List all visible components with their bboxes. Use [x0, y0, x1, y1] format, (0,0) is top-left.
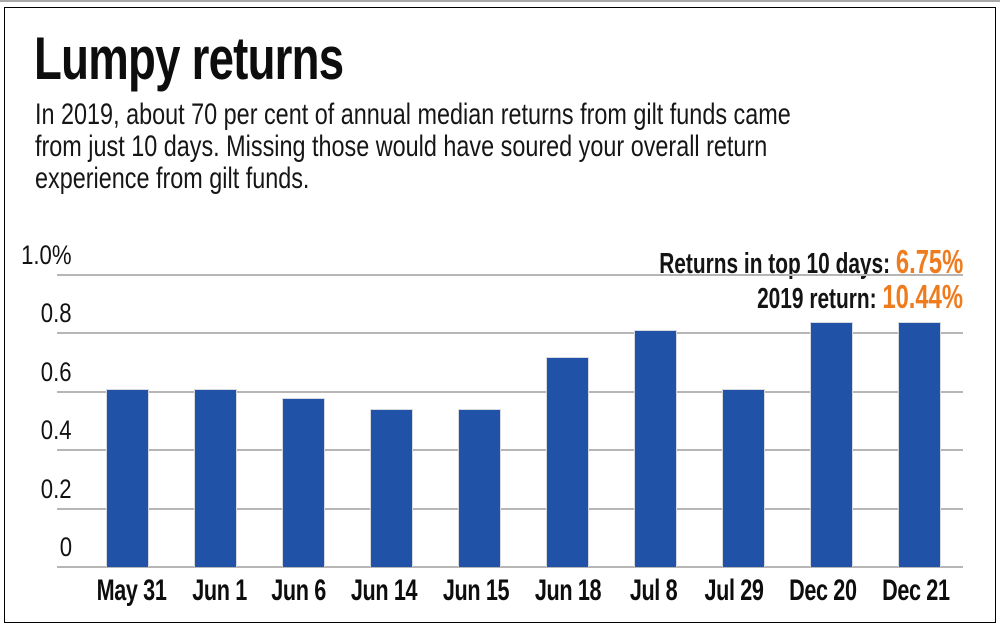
bar-dec-20 [809, 321, 853, 567]
x-tick-label-dec-20: Dec 20 [788, 574, 857, 607]
x-axis-labels: May 31 Jun 1 Jun 6 Jun 14 Jun 15 Jun 18 Jul 8 J… [83, 574, 963, 608]
chart-subtitle: In 2019, about 70 per cent of annual med… [35, 99, 791, 195]
bar-jun-6 [281, 397, 325, 567]
y-tick-label-0.4: 0.4 [41, 415, 72, 446]
bar-may-31 [105, 388, 149, 567]
y-tick-label-0.6: 0.6 [41, 356, 72, 387]
annotation-top10-value: 6.75% [895, 243, 963, 280]
x-tick-label-dec-21: Dec 21 [882, 574, 950, 607]
bar-column-jun-18 [523, 275, 611, 567]
annotation-2019-value: 10.44% [882, 278, 963, 315]
x-tick-label-jun-18: Jun 18 [535, 574, 602, 607]
bar-column-jun-14 [347, 275, 435, 567]
bar-dec-21 [897, 321, 941, 567]
bar-column-jun-15 [435, 275, 523, 567]
x-tick-label-may-31: May 31 [96, 574, 167, 607]
x-tick-label-jun-1: Jun 1 [192, 574, 247, 607]
x-tick-label-jun-6: Jun 6 [271, 574, 327, 607]
bar-jun-15 [457, 409, 501, 567]
y-axis-labels: 1.0% 0.8 0.6 0.4 0.2 0 [0, 240, 72, 567]
gridlines [57, 274, 963, 568]
annotation-2019-label: 2019 return: [757, 283, 877, 315]
gridline-1.0 [57, 274, 963, 276]
subtitle-line-3: experience from gilt funds. [35, 162, 310, 195]
gridline-0.2 [57, 507, 963, 510]
x-tick-label-jul-8: Jul 8 [630, 574, 678, 607]
bar-column-jun-1 [171, 275, 259, 567]
bar-column-dec-20 [787, 275, 875, 567]
y-tick-label-0: 0 [59, 532, 72, 562]
gridline-0.6 [57, 390, 963, 393]
bar-jul-8 [633, 330, 677, 567]
annotation-2019-return: 2019 return: 10.44% [757, 278, 963, 316]
bar-column-may-31 [83, 275, 171, 567]
subtitle-line-2: from just 10 days. Missing those would h… [35, 130, 768, 163]
bar-jul-29 [721, 388, 765, 567]
gridline-0.8 [57, 332, 963, 335]
gridline-0 [57, 566, 963, 568]
y-tick-label-0.8: 0.8 [41, 298, 72, 329]
x-tick-label-jun-15: Jun 15 [443, 574, 510, 607]
x-tick-label-jul-29: Jul 29 [704, 574, 765, 607]
chart-title: Lumpy returns [34, 25, 344, 92]
bar-column-jul-29 [699, 275, 787, 567]
y-tick-label-1.0: 1.0% [21, 240, 72, 270]
subtitle-line-1: In 2019, about 70 per cent of annual med… [35, 98, 791, 131]
bar-series [83, 275, 963, 567]
x-tick-label-jun-14: Jun 14 [351, 574, 418, 607]
bar-jun-18 [545, 356, 589, 567]
y-tick-label-0.2: 0.2 [41, 473, 72, 504]
bar-column-dec-21 [875, 275, 963, 567]
screenshot-top-edge [0, 0, 1000, 2]
bar-column-jul-8 [611, 275, 699, 567]
gridline-0.4 [57, 449, 963, 452]
bar-column-jun-6 [259, 275, 347, 567]
bar-jun-14 [369, 409, 413, 567]
bar-jun-1 [193, 388, 237, 567]
